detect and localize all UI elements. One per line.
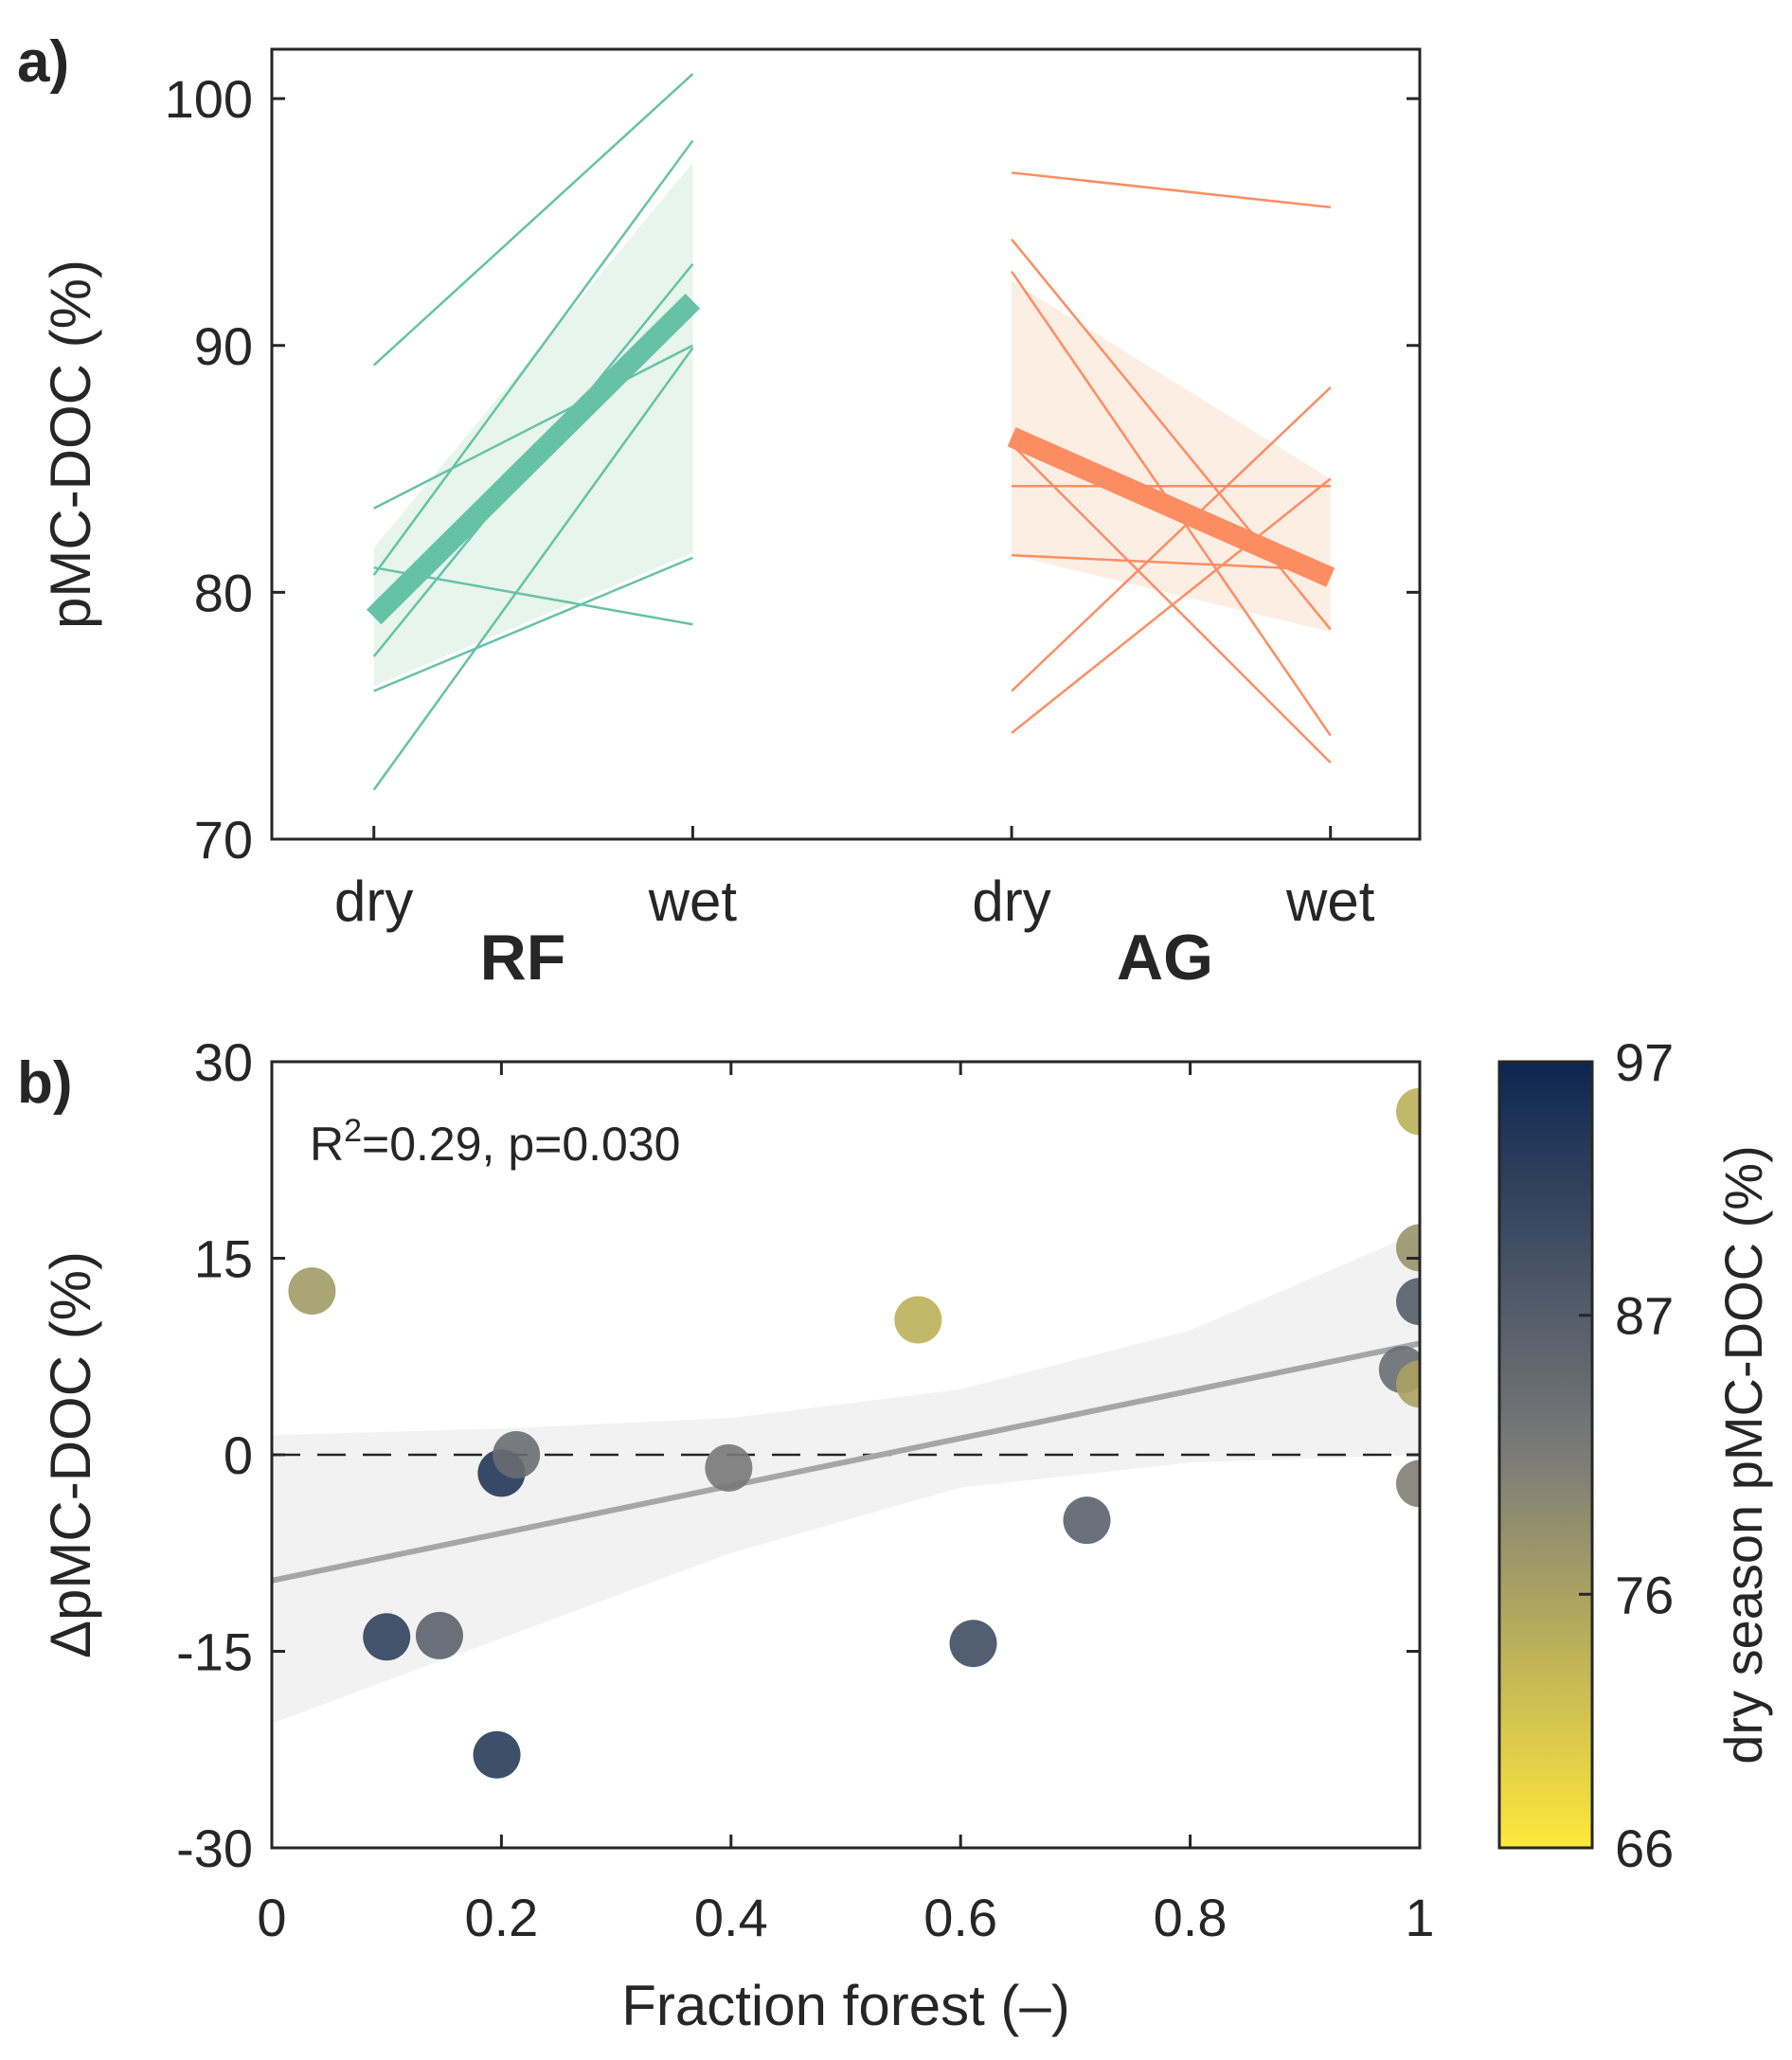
y-tick-label: 15 <box>194 1229 253 1289</box>
scatter-point <box>363 1613 411 1661</box>
colorbar-gradient <box>1497 1060 1594 1850</box>
x-tick-label: 0.2 <box>464 1888 538 1947</box>
site-line-rf <box>372 139 694 576</box>
x-tick-label: 0.4 <box>694 1888 768 1947</box>
scatter-point <box>473 1730 521 1779</box>
scatter-point <box>949 1620 997 1668</box>
regression-confidence-band <box>272 1231 1420 1724</box>
scatter-point <box>415 1611 463 1659</box>
colorbar-label: dry season pMC-DOC (%) <box>1713 1145 1773 1764</box>
group-label-ag: AG <box>1117 922 1213 994</box>
site-line-ag <box>1011 477 1332 734</box>
colorbar-tick-label: 76 <box>1615 1565 1674 1624</box>
y-tick-label: 70 <box>194 810 253 869</box>
y-tick-label: -30 <box>176 1818 253 1878</box>
panel-a-plot-area <box>366 73 1335 791</box>
site-line-ag <box>1012 554 1331 572</box>
y-tick-label: 30 <box>194 1032 253 1092</box>
confidence-band-rf <box>373 162 693 687</box>
panel-b-x-axis-label: Fraction forest (–) <box>621 1974 1069 2037</box>
x-tick-label: 0.8 <box>1154 1888 1228 1947</box>
colorbar-tick-label: 97 <box>1615 1032 1674 1092</box>
mean-line-ag <box>1007 427 1335 587</box>
scatter-point <box>705 1443 753 1492</box>
panel-b-y-axis-label: ΔpMC-DOC (%) <box>39 1251 102 1658</box>
y-tick-label: 90 <box>194 316 253 376</box>
annotation-stats: =0.29, p=0.030 <box>362 1118 680 1171</box>
site-line-rf <box>373 556 693 692</box>
panel-a-axes-box <box>270 47 1422 841</box>
mean-line-rf <box>366 294 701 625</box>
colorbar: 66 76 87 97 dry season pMC-DOC (%) <box>1497 1032 1773 1878</box>
x-tick-label: 0 <box>257 1888 286 1947</box>
site-line-rf <box>372 347 694 791</box>
site-line-ag <box>1011 171 1331 209</box>
season-tick-label: wet <box>648 869 738 933</box>
group-label-rf: RF <box>480 922 566 994</box>
scatter-point <box>288 1267 336 1316</box>
season-tick-label: wet <box>1285 869 1375 933</box>
panel-a-ticks: 70 80 90 100 dry wet dry wet <box>165 69 1420 933</box>
season-tick-label: dry <box>334 869 413 933</box>
colorbar-tick-label: 87 <box>1615 1286 1674 1346</box>
x-tick-label: 1 <box>1405 1888 1434 1947</box>
annotation-r-superscript: 2 <box>344 1113 362 1149</box>
colorbar-ticks: 66 76 87 97 <box>1579 1032 1674 1878</box>
site-line-ag <box>1011 443 1332 764</box>
panel-b-ticks: -30 -15 0 15 30 0 0.2 0.4 0.6 0.8 1 <box>176 1032 1435 1947</box>
colorbar-tick-label: 66 <box>1615 1818 1674 1878</box>
scatter-point <box>894 1296 942 1344</box>
panel-b-label: b) <box>17 1050 73 1116</box>
y-tick-label: -15 <box>176 1622 253 1682</box>
panel-a-y-axis-label: pMC-DOC (%) <box>39 260 102 629</box>
regression-line <box>272 1340 1420 1584</box>
regression-annotation: R2=0.29, p=0.030 <box>310 1113 680 1171</box>
y-tick-label: 0 <box>224 1425 253 1485</box>
scatter-point <box>1063 1496 1111 1545</box>
y-tick-label: 80 <box>194 563 253 622</box>
scatter-point <box>1396 1360 1420 1408</box>
panel-b-plot-area <box>272 1087 1420 1779</box>
site-line-ag <box>1011 386 1332 692</box>
scatter-point <box>1396 1087 1420 1136</box>
site-line-rf <box>373 344 693 510</box>
panel-b: b) -30 -15 0 15 30 0 0.2 0.4 0.6 0.8 1 R2=0.29, p=… <box>17 1032 1435 2037</box>
season-tick-label: dry <box>972 869 1050 933</box>
scatter-point <box>1396 1278 1420 1326</box>
site-line-rf <box>372 73 694 367</box>
x-tick-label: 0.6 <box>923 1888 997 1947</box>
scatter-point <box>1396 1460 1420 1508</box>
y-tick-label: 100 <box>165 69 253 129</box>
panel-a-label: a) <box>17 29 69 95</box>
scatter-point <box>493 1431 541 1478</box>
annotation-r: R <box>310 1118 344 1171</box>
